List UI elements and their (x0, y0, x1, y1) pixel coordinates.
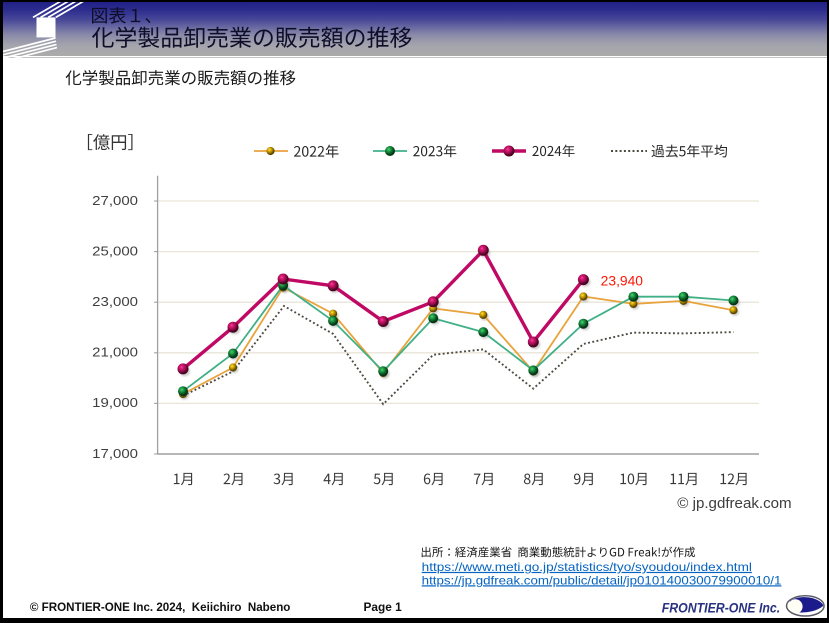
svg-text:21,000: 21,000 (92, 345, 138, 360)
svg-text:FRONTIER-ONE Inc.: FRONTIER-ONE Inc. (662, 600, 781, 615)
svg-text:Page 1: Page 1 (364, 600, 402, 614)
svg-text:27,000: 27,000 (92, 193, 138, 208)
svg-text:25,000: 25,000 (92, 243, 138, 258)
svg-text:© FRONTIER-ONE Inc. 2024, Kei: © FRONTIER-ONE Inc. 2024, Keiichiro Nabe… (30, 600, 291, 614)
svg-text:https://jp.gdfreak.com/public/: https://jp.gdfreak.com/public/detail/jp0… (422, 573, 782, 587)
svg-text:23,000: 23,000 (92, 294, 138, 309)
svg-text:https://www.meti.go.jp/statist: https://www.meti.go.jp/statistics/tyo/sy… (422, 560, 752, 574)
svg-text:17,000: 17,000 (92, 446, 138, 461)
svg-text:© jp.gdfreak.com: © jp.gdfreak.com (677, 495, 791, 512)
svg-text:23,940: 23,940 (601, 273, 644, 288)
svg-text:19,000: 19,000 (92, 395, 138, 410)
